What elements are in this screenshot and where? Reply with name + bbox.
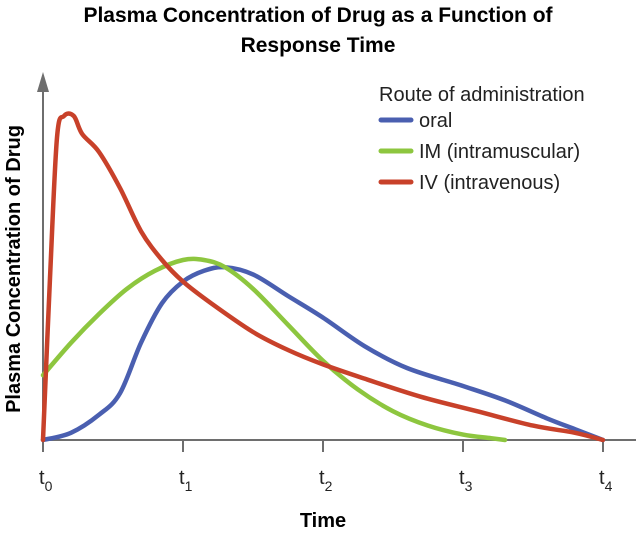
x-tick-label: t4 (599, 467, 613, 494)
x-tick-base: t (599, 467, 605, 489)
x-tick-subscript: 1 (185, 478, 193, 494)
x-tick-subscript: 2 (325, 478, 333, 494)
chart-title-line-2: Response Time (241, 34, 396, 57)
legend-iv: IV (intravenous) (378, 172, 560, 194)
im-line (40, 256, 508, 443)
x-tick-base: t (459, 467, 465, 489)
legend-label: IM (intramuscular) (419, 141, 580, 163)
x-tick-label: t1 (179, 467, 193, 494)
x-tick-subscript: 4 (605, 478, 613, 494)
legend-label: oral (419, 110, 452, 132)
series-lines (40, 111, 606, 443)
chart-title-line-1: Plasma Concentration of Drug as a Functi… (83, 4, 553, 27)
y-axis-arrow-icon (37, 72, 49, 92)
y-axis-label: Plasma Concentration of Drug (3, 125, 25, 413)
x-ticks: t0 t1 t2 t3 t4 (39, 440, 613, 494)
oral-line (40, 264, 606, 443)
x-axis-label: Time (300, 510, 346, 532)
x-tick-subscript: 3 (465, 478, 473, 494)
legend-oral: oral (378, 110, 452, 132)
x-tick-subscript: 0 (45, 478, 53, 494)
x-tick-base: t (319, 467, 325, 489)
x-tick-base: t (179, 467, 185, 489)
x-tick-label: t2 (319, 467, 333, 494)
x-tick-label: t0 (39, 467, 53, 494)
legend-title: Route of administration (379, 84, 585, 106)
iv-line (40, 111, 606, 443)
x-tick-label: t3 (459, 467, 473, 494)
legend-label: IV (intravenous) (419, 172, 560, 194)
axes (37, 72, 636, 441)
x-tick-base: t (39, 467, 45, 489)
legend: Route of administration oral IM (intramus… (378, 84, 585, 194)
legend-im: IM (intramuscular) (378, 141, 580, 163)
